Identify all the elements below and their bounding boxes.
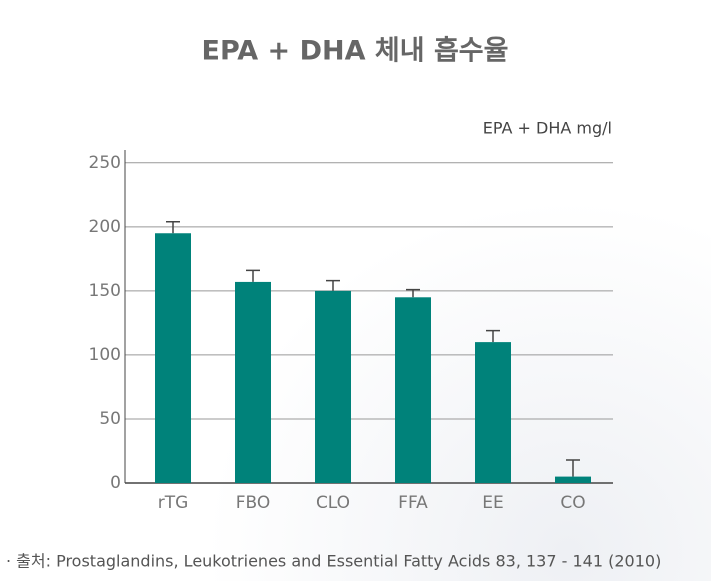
x-tick-label: EE: [482, 493, 503, 513]
y-axis-label: EPA + DHA mg/l: [483, 119, 612, 138]
y-tick-label: 50: [99, 409, 121, 429]
error-bar: [566, 459, 580, 477]
x-tick-label: CLO: [316, 493, 350, 513]
chart-title: EPA + DHA 체내 흡수율: [202, 36, 509, 67]
bar: [555, 476, 591, 483]
y-tick-label: 250: [89, 153, 121, 173]
bar: [235, 281, 271, 483]
error-bar: [406, 288, 420, 298]
error-bar: [246, 269, 260, 282]
y-tick-label: 0: [110, 473, 121, 493]
bar: [315, 290, 351, 483]
bar: [475, 342, 511, 483]
x-tick-label: rTG: [158, 493, 189, 513]
bar: [155, 233, 191, 483]
source-note: · 출처: Prostaglandins, Leukotrienes and E…: [6, 552, 661, 571]
y-tick-label: 100: [89, 345, 121, 365]
error-bar: [166, 220, 180, 234]
x-tick-label: CO: [560, 493, 585, 513]
x-tick-label: FBO: [236, 493, 271, 513]
x-tick-label: FFA: [398, 493, 428, 513]
bar: [395, 297, 431, 483]
y-tick-label: 150: [89, 281, 121, 301]
y-tick-label: 200: [89, 217, 121, 237]
error-bar: [326, 279, 340, 291]
error-bar: [486, 329, 500, 343]
